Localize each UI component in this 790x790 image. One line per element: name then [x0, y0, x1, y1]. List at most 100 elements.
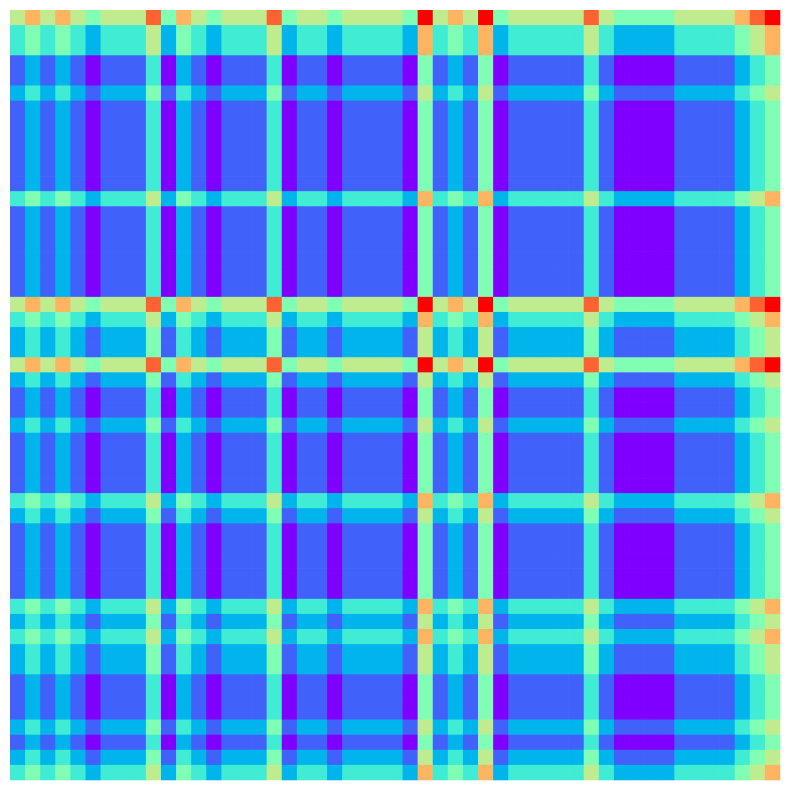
heatmap-cell — [372, 236, 388, 252]
heatmap-cell — [327, 553, 343, 569]
heatmap-cell — [764, 704, 781, 720]
heatmap-cell — [100, 719, 116, 736]
heatmap-cell — [115, 176, 132, 192]
heatmap-cell — [100, 387, 116, 403]
heatmap-cell — [598, 372, 615, 388]
heatmap-cell — [357, 296, 373, 313]
heatmap-cell — [689, 206, 705, 222]
heatmap-cell — [221, 327, 237, 343]
heatmap-cell — [613, 674, 630, 690]
heatmap-cell — [296, 296, 313, 313]
heatmap-cell — [568, 25, 585, 41]
heatmap-cell — [553, 734, 569, 751]
heatmap-cell — [10, 296, 26, 313]
heatmap-cell — [10, 583, 26, 600]
heatmap-cell — [25, 659, 41, 675]
heatmap-cell — [644, 281, 660, 298]
heatmap-cell — [191, 523, 207, 539]
heatmap-cell — [145, 447, 162, 464]
heatmap-cell — [417, 145, 434, 162]
heatmap-cell — [191, 749, 207, 766]
heatmap-cell — [100, 85, 116, 101]
heatmap-cell — [10, 674, 26, 690]
heatmap-cell — [281, 10, 298, 26]
heatmap-cell — [55, 176, 71, 192]
heatmap-cell — [70, 221, 86, 237]
heatmap-cell — [296, 417, 313, 434]
heatmap-cell — [402, 734, 418, 751]
heatmap-cell — [100, 402, 116, 418]
heatmap-cell — [206, 281, 222, 298]
heatmap-cell — [327, 281, 343, 298]
heatmap-cell — [719, 251, 736, 267]
heatmap-cell — [523, 115, 539, 132]
heatmap-cell — [85, 613, 101, 630]
heatmap-cell — [417, 357, 434, 373]
heatmap-cell — [221, 160, 237, 177]
heatmap-cell — [251, 145, 267, 162]
heatmap-cell — [55, 689, 71, 705]
heatmap-cell — [462, 85, 479, 101]
heatmap-cell — [734, 145, 751, 162]
heatmap-cell — [629, 402, 645, 418]
heatmap-cell — [689, 598, 705, 615]
heatmap-cell — [417, 523, 434, 539]
heatmap-cell — [191, 327, 207, 343]
heatmap-cell — [417, 387, 434, 403]
heatmap-cell — [296, 674, 313, 690]
heatmap-cell — [251, 55, 267, 71]
heatmap-cell — [417, 130, 434, 147]
heatmap-cell — [221, 236, 237, 252]
heatmap-cell — [372, 598, 388, 615]
heatmap-cell — [145, 493, 162, 509]
heatmap-cell — [145, 266, 162, 283]
heatmap-cell — [55, 417, 71, 434]
heatmap-cell — [447, 598, 464, 615]
heatmap-cell — [281, 734, 298, 751]
heatmap-cell — [598, 342, 615, 358]
heatmap-cell — [523, 568, 539, 585]
heatmap-cell — [719, 10, 736, 26]
heatmap-cell — [342, 598, 358, 615]
heatmap-cell — [357, 704, 373, 720]
heatmap-cell — [462, 342, 479, 358]
heatmap-cell — [10, 176, 26, 192]
heatmap-cell — [236, 523, 252, 539]
heatmap-cell — [387, 493, 403, 509]
heatmap-cell — [100, 10, 116, 26]
heatmap-cell — [145, 674, 162, 690]
heatmap-cell — [644, 55, 660, 71]
heatmap-cell — [493, 749, 509, 766]
heatmap-cell — [85, 372, 101, 388]
heatmap-cell — [629, 191, 645, 207]
heatmap-cell — [493, 387, 509, 403]
heatmap-cell — [25, 372, 41, 388]
heatmap-cell — [160, 447, 177, 464]
heatmap-cell — [478, 447, 494, 464]
heatmap-cell — [311, 206, 328, 222]
heatmap-cell — [598, 130, 615, 147]
heatmap-cell — [674, 221, 690, 237]
heatmap-cell — [689, 372, 705, 388]
heatmap-cell — [553, 206, 569, 222]
heatmap-cell — [236, 10, 252, 26]
heatmap-cell — [206, 357, 222, 373]
heatmap-cell — [342, 493, 358, 509]
heatmap-cell — [311, 236, 328, 252]
heatmap-cell — [206, 508, 222, 524]
heatmap-cell — [538, 478, 554, 494]
heatmap-cell — [327, 70, 343, 86]
heatmap-cell — [462, 704, 479, 720]
heatmap-cell — [145, 538, 162, 554]
heatmap-cell — [613, 311, 630, 328]
heatmap-cell — [191, 266, 207, 283]
heatmap-cell — [553, 357, 569, 373]
heatmap-cell — [598, 749, 615, 766]
heatmap-cell — [598, 55, 615, 71]
heatmap-cell — [221, 251, 237, 267]
heatmap-cell — [387, 659, 403, 675]
heatmap-cell — [719, 25, 736, 41]
heatmap-cell — [749, 281, 766, 298]
heatmap-cell — [613, 704, 630, 720]
heatmap-cell — [478, 251, 494, 267]
